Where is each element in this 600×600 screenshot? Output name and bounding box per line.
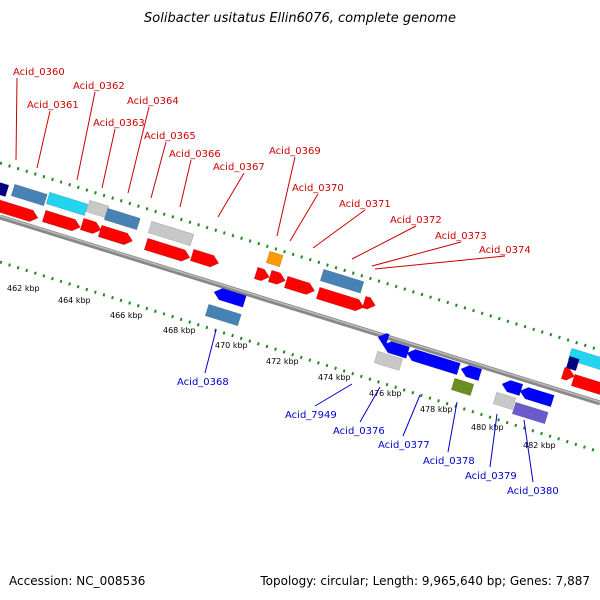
gene-glyph bbox=[406, 349, 461, 376]
forward-gene-tag: Acid_0366 bbox=[169, 149, 221, 160]
forward-gene-tag: Acid_0365 bbox=[144, 131, 196, 142]
kbp-tick-label: 476 kbp bbox=[369, 389, 402, 398]
forward-gene-tag: Acid_0371 bbox=[339, 199, 391, 210]
reverse-gene-tag: Acid_0376 bbox=[333, 426, 385, 437]
tag-leader-line bbox=[101, 128, 116, 189]
gene-glyph bbox=[41, 209, 81, 232]
gene-glyph bbox=[45, 191, 89, 216]
gene-glyph bbox=[79, 217, 102, 234]
gene-glyph bbox=[460, 365, 483, 381]
forward-gene-tag: Acid_0373 bbox=[435, 231, 487, 242]
tag-leader-line bbox=[371, 241, 462, 267]
kbp-tick-label: 480 kbp bbox=[471, 423, 504, 432]
forward-gene-tag: Acid_0367 bbox=[213, 162, 265, 173]
gene-glyph bbox=[265, 250, 284, 268]
tag-leader-line bbox=[351, 225, 417, 260]
reverse-gene-tag: Acid_0368 bbox=[177, 377, 229, 388]
gene-glyph bbox=[315, 286, 365, 312]
forward-gene-tag: Acid_0369 bbox=[269, 146, 321, 157]
gene-glyph bbox=[10, 183, 48, 207]
forward-gene-tag: Acid_0364 bbox=[127, 96, 179, 107]
tag-leader-line bbox=[276, 156, 296, 237]
reverse-gene-tag: Acid_0379 bbox=[465, 471, 517, 482]
gene-glyph bbox=[450, 377, 475, 396]
gene-glyph bbox=[103, 207, 141, 231]
tag-leader-line bbox=[447, 401, 458, 453]
gene-glyph bbox=[0, 198, 39, 222]
genome-backbone-highlight bbox=[0, 215, 600, 403]
gene-glyph bbox=[519, 387, 555, 408]
kbp-tick-label: 478 kbp bbox=[420, 405, 453, 414]
genome-summary-text: Topology: circular; Length: 9,965,640 bp… bbox=[260, 574, 590, 588]
tag-leader-line bbox=[402, 394, 421, 437]
map-title: Solibacter usitatus Ellin6076, complete … bbox=[144, 11, 456, 26]
gene-glyph bbox=[361, 295, 376, 310]
genome-backbone bbox=[0, 214, 600, 406]
tag-leader-line bbox=[289, 193, 319, 242]
reverse-gene-tag: Acid_0377 bbox=[378, 440, 430, 451]
forward-gene-tag: Acid_0370 bbox=[292, 183, 344, 194]
gene-tags: Acid_0360 Acid_0361 Acid_0362 Acid_0363 Acid… bbox=[13, 67, 559, 497]
kbp-labels: 462 kbp 464 kbp 466 kbp 468 kbp 470 kbp 472 k… bbox=[7, 284, 556, 450]
gene-glyph bbox=[567, 347, 600, 371]
tag-leader-line bbox=[217, 172, 245, 218]
tag-leader-line bbox=[312, 209, 366, 249]
forward-gene-tag: Acid_0360 bbox=[13, 67, 65, 78]
tag-leader-line bbox=[523, 419, 534, 483]
gene-glyph bbox=[253, 266, 270, 282]
gene-glyph bbox=[501, 380, 524, 396]
tag-leader-line bbox=[314, 383, 353, 407]
gene-glyph bbox=[492, 391, 517, 410]
kbp-tick-label: 470 kbp bbox=[215, 341, 248, 350]
kbp-tick-label: 464 kbp bbox=[58, 296, 91, 305]
tag-leader-line bbox=[489, 413, 498, 468]
gene-glyph bbox=[143, 237, 191, 262]
forward-gene-tag: Acid_0363 bbox=[93, 118, 145, 129]
kbp-tick-label: 472 kbp bbox=[266, 357, 299, 366]
tag-leader-line bbox=[127, 106, 150, 194]
gene-glyph bbox=[560, 366, 575, 381]
gene-glyph bbox=[204, 303, 242, 327]
gene-glyph bbox=[267, 269, 286, 285]
gene-glyph bbox=[283, 275, 316, 295]
gene-glyph bbox=[319, 268, 365, 294]
tag-leader-line bbox=[359, 386, 381, 423]
gene-features bbox=[0, 178, 600, 425]
reverse-gene-tag: Acid_0380 bbox=[507, 486, 559, 497]
gene-glyph bbox=[213, 288, 247, 308]
reverse-gene-tag: Acid_0378 bbox=[423, 456, 475, 467]
gene-glyph bbox=[0, 178, 10, 197]
tag-leader-line bbox=[76, 91, 96, 181]
gene-glyph bbox=[565, 355, 580, 372]
forward-gene-tag: Acid_0361 bbox=[27, 100, 79, 111]
forward-gene-tag: Acid_0372 bbox=[390, 215, 442, 226]
tag-leader-line bbox=[374, 255, 506, 270]
forward-gene-tag: Acid_0362 bbox=[73, 81, 125, 92]
kbp-tick-label: 468 kbp bbox=[163, 326, 196, 335]
kbp-tick-label: 474 kbp bbox=[318, 373, 351, 382]
tick-rings bbox=[0, 161, 600, 454]
kbp-tick-label: 462 kbp bbox=[7, 284, 40, 293]
gene-glyph bbox=[147, 220, 195, 247]
tag-leader-line bbox=[36, 110, 51, 169]
gene-glyph bbox=[382, 341, 410, 359]
kbp-tick-label: 466 kbp bbox=[110, 311, 143, 320]
accession-text: Accession: NC_008536 bbox=[9, 574, 146, 588]
outer-tick-ring bbox=[0, 161, 600, 352]
tag-leader-line bbox=[15, 77, 18, 161]
gene-glyph bbox=[373, 350, 403, 371]
kbp-tick-label: 482 kbp bbox=[523, 441, 556, 450]
gene-glyph bbox=[97, 224, 133, 245]
tag-leader-line bbox=[204, 329, 217, 374]
reverse-gene-tag: Acid_7949 bbox=[285, 410, 337, 421]
forward-gene-tag: Acid_0374 bbox=[479, 245, 531, 256]
gene-glyph bbox=[511, 401, 549, 425]
tag-leader-line bbox=[150, 141, 167, 199]
tag-leader-line bbox=[179, 159, 192, 208]
gene-glyph bbox=[570, 373, 600, 395]
gene-glyph bbox=[189, 248, 220, 268]
